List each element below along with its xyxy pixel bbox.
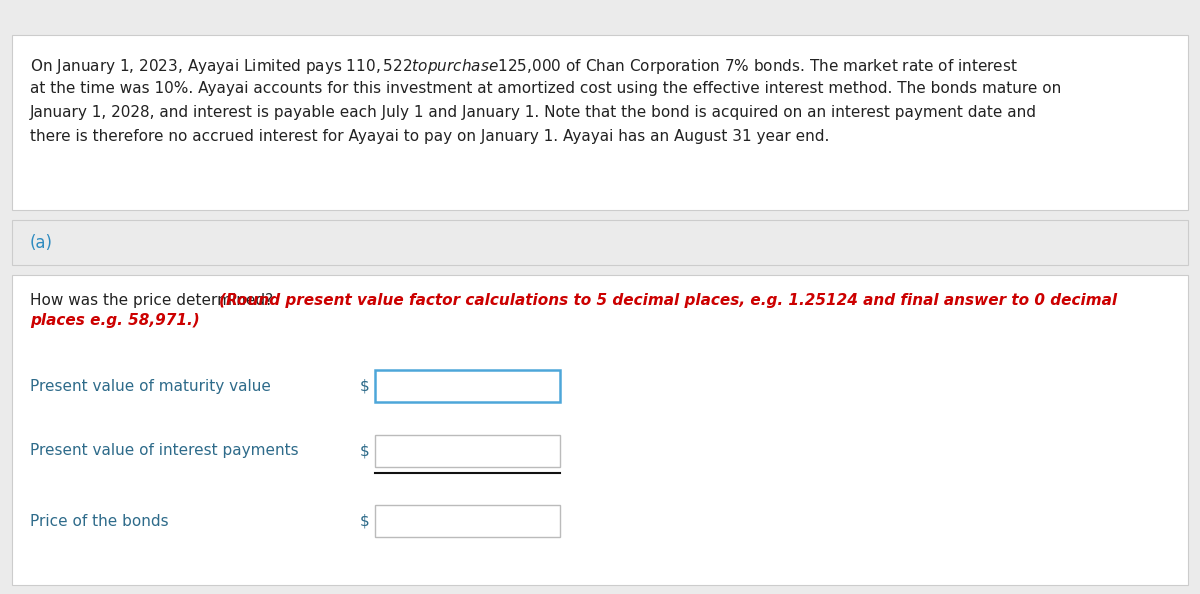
FancyBboxPatch shape <box>374 505 560 537</box>
FancyBboxPatch shape <box>374 435 560 467</box>
Text: (Round present value factor calculations to 5 decimal places, e.g. 1.25124 and f: (Round present value factor calculations… <box>220 293 1117 308</box>
FancyBboxPatch shape <box>12 220 1188 265</box>
FancyBboxPatch shape <box>12 275 1188 585</box>
Text: On January 1, 2023, Ayayai Limited pays $110,522 to purchase $125,000 of Chan Co: On January 1, 2023, Ayayai Limited pays … <box>30 57 1018 76</box>
Text: places e.g. 58,971.): places e.g. 58,971.) <box>30 313 199 328</box>
FancyBboxPatch shape <box>12 35 1188 210</box>
Text: (a): (a) <box>30 233 53 251</box>
Text: How was the price determined?: How was the price determined? <box>30 293 278 308</box>
Text: Present value of interest payments: Present value of interest payments <box>30 444 299 459</box>
FancyBboxPatch shape <box>374 370 560 402</box>
Text: there is therefore no accrued interest for Ayayai to pay on January 1. Ayayai ha: there is therefore no accrued interest f… <box>30 129 829 144</box>
Text: at the time was 10%. Ayayai accounts for this investment at amortized cost using: at the time was 10%. Ayayai accounts for… <box>30 81 1061 96</box>
Text: $: $ <box>360 444 370 459</box>
Text: Present value of maturity value: Present value of maturity value <box>30 378 271 393</box>
Text: $: $ <box>360 513 370 529</box>
Text: Price of the bonds: Price of the bonds <box>30 513 169 529</box>
Text: $: $ <box>360 378 370 393</box>
Text: January 1, 2028, and interest is payable each July 1 and January 1. Note that th: January 1, 2028, and interest is payable… <box>30 105 1037 120</box>
